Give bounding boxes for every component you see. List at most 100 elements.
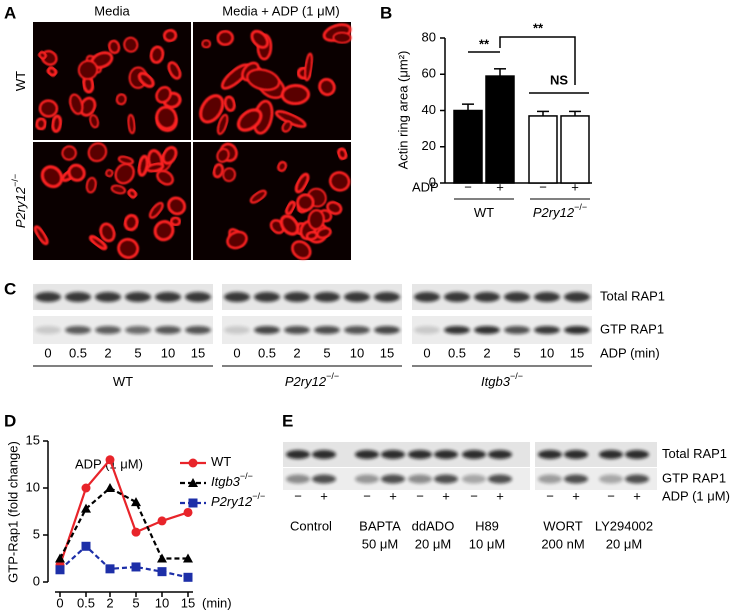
time-label: 2 xyxy=(104,345,111,360)
blot xyxy=(33,284,213,310)
cell xyxy=(33,225,49,246)
band xyxy=(125,292,151,302)
point xyxy=(188,458,198,468)
legend-label-sup: −/− xyxy=(240,471,253,481)
annotation: NS xyxy=(550,72,568,87)
band xyxy=(444,292,470,302)
cell xyxy=(280,83,311,106)
cell xyxy=(226,230,248,250)
cell xyxy=(51,114,63,133)
band xyxy=(185,326,211,334)
legend-label-text: P2ry12 xyxy=(211,494,253,509)
group-label: WT xyxy=(474,205,494,220)
row-label-text: P2ry12 xyxy=(13,186,28,228)
band xyxy=(185,292,211,302)
cell xyxy=(145,162,165,173)
cell xyxy=(161,146,178,165)
point xyxy=(188,498,198,508)
sign-label: + xyxy=(633,488,641,503)
cell xyxy=(67,163,86,182)
band xyxy=(355,450,379,459)
band xyxy=(564,474,588,484)
cell xyxy=(236,108,263,132)
band xyxy=(314,292,340,302)
cell xyxy=(328,171,351,192)
cell xyxy=(169,216,182,227)
cell xyxy=(216,147,230,163)
cell xyxy=(37,50,48,60)
band xyxy=(65,292,91,302)
point xyxy=(157,553,167,563)
blot xyxy=(283,468,530,490)
bar xyxy=(528,115,558,184)
time-label: 10 xyxy=(161,345,175,360)
time-label: 5 xyxy=(134,345,141,360)
band xyxy=(414,292,440,302)
cell xyxy=(127,188,138,199)
time-label: 0.5 xyxy=(448,345,466,360)
band xyxy=(381,450,405,459)
x-tick-label: + xyxy=(496,179,504,194)
time-label: 0 xyxy=(423,345,430,360)
time-label: 15 xyxy=(380,345,394,360)
cell xyxy=(332,31,352,44)
point xyxy=(81,541,91,551)
time-label: 10 xyxy=(350,345,364,360)
x-tick-label: − xyxy=(464,179,472,194)
band xyxy=(312,474,336,484)
cell xyxy=(155,86,172,104)
cell xyxy=(223,95,236,112)
cell xyxy=(117,155,134,165)
time-label: 10 xyxy=(540,345,554,360)
legend-label-text: Itgb3 xyxy=(211,474,241,489)
band xyxy=(474,292,500,302)
bar xyxy=(485,75,515,184)
band xyxy=(538,450,562,459)
band xyxy=(224,326,250,334)
treatment-dose: 20 μM xyxy=(415,536,451,551)
blot xyxy=(412,316,592,344)
treatment-label: Control xyxy=(290,518,332,533)
band xyxy=(434,450,458,459)
blot-label: Total RAP1 xyxy=(600,288,665,303)
band xyxy=(155,326,181,334)
legend-label: WT xyxy=(211,454,231,469)
cell xyxy=(250,29,269,49)
cell xyxy=(105,168,114,178)
band xyxy=(65,326,91,334)
cell xyxy=(148,201,164,219)
time-label: 2 xyxy=(483,345,490,360)
y-tick-label: 15 xyxy=(26,432,40,447)
time-label: 2 xyxy=(293,345,300,360)
significance-bracket xyxy=(499,36,576,85)
cell xyxy=(110,184,126,195)
time-axis-label: ADP (min) xyxy=(600,345,660,360)
point xyxy=(131,527,141,537)
x-axis-unit: (min) xyxy=(202,595,232,610)
blot xyxy=(222,316,402,344)
line xyxy=(59,544,189,579)
group-label-text: WT xyxy=(113,374,133,389)
band xyxy=(381,474,405,484)
x-tick-label: 0.5 xyxy=(77,595,95,610)
band xyxy=(254,292,280,302)
band xyxy=(474,326,500,334)
band xyxy=(344,292,370,302)
x-tick-label: 10 xyxy=(155,595,169,610)
cell xyxy=(212,163,225,179)
x-tick-label: + xyxy=(571,179,579,194)
cell xyxy=(114,162,135,185)
cell xyxy=(137,71,155,89)
annotation: ** xyxy=(533,20,544,35)
cell xyxy=(281,120,293,133)
cell xyxy=(326,200,343,216)
point xyxy=(183,507,193,517)
band xyxy=(504,292,530,302)
group-label: Itgb3−/− xyxy=(481,371,523,389)
band xyxy=(314,326,340,334)
cell xyxy=(162,28,178,43)
panel-label: A xyxy=(4,3,16,22)
band xyxy=(355,474,379,484)
sign-label: + xyxy=(442,488,450,503)
